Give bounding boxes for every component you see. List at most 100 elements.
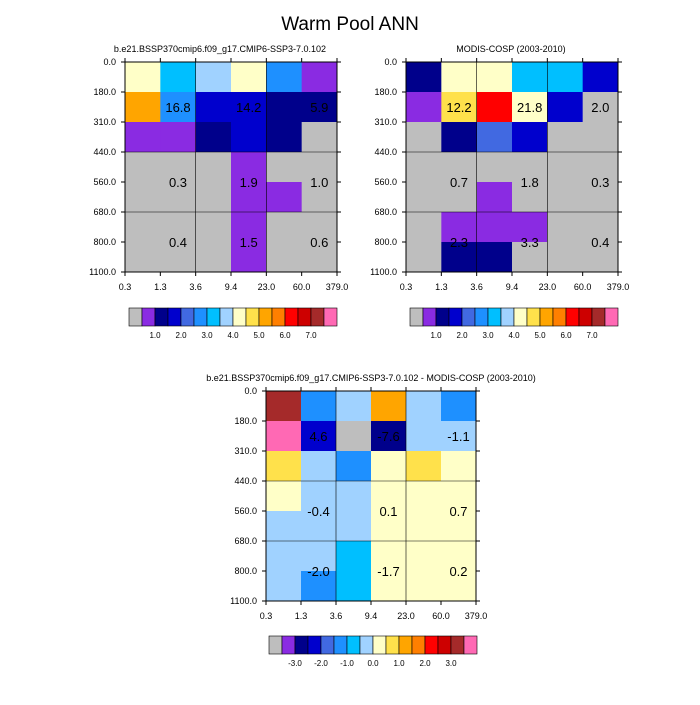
heatmap-cell	[160, 182, 197, 213]
x-tick-label: 3.6	[470, 282, 483, 292]
colorbar-swatch	[448, 307, 463, 327]
colorbar-swatch	[578, 307, 593, 327]
colorbar-swatch	[310, 307, 325, 327]
x-tick-label: 1.3	[154, 282, 167, 292]
colorbar-swatch	[271, 307, 286, 327]
x-tick-label: 0.3	[400, 282, 413, 292]
heatmap-cell	[441, 391, 477, 422]
y-tick-label: 1100.0	[230, 596, 257, 606]
axes-obs: 0.0180.0310.0440.0560.0680.0800.01100.00…	[370, 57, 629, 292]
heatmap-cell	[301, 92, 338, 123]
cell-value-label: 5.9	[310, 100, 328, 115]
cell-labels-obs: 12.2 21.8 2.0 0.7 1.8 0.3 2.3 3.3 0.4	[446, 100, 609, 250]
colorbar-label: 6.0	[560, 331, 572, 340]
colorbar-swatch	[591, 307, 606, 327]
cell-value-label: 21.8	[517, 100, 542, 115]
heatmap-cell	[441, 212, 478, 243]
y-tick-label: 800.0	[234, 566, 257, 576]
heatmap-cell	[582, 212, 619, 243]
colorbar-swatch	[294, 635, 309, 655]
heatmap-grid-diff	[266, 391, 476, 601]
cell-value-label: 14.2	[236, 100, 261, 115]
heatmap-cell	[301, 571, 337, 602]
colorbar-swatch	[526, 307, 541, 327]
colorbar-swatch	[206, 307, 221, 327]
heatmap-cell	[160, 62, 197, 93]
heatmap-cell	[266, 182, 303, 213]
heatmap-cell	[231, 62, 267, 93]
colorbar-label: 2.0	[456, 331, 468, 340]
cell-value-label: 0.1	[379, 504, 397, 519]
heatmap-cell	[336, 511, 372, 542]
colorbar-swatch	[193, 307, 208, 327]
colorbar-swatch	[180, 307, 195, 327]
colorbar-swatch	[141, 307, 156, 327]
heatmap-cell	[371, 481, 407, 512]
y-tick-label: 0.0	[103, 57, 116, 67]
y-tick-label: 800.0	[374, 237, 397, 247]
heatmap-cell	[336, 481, 372, 512]
panel-title-obs: MODIS-COSP (2003-2010)	[456, 44, 565, 54]
cell-value-label: 16.8	[165, 100, 190, 115]
colorbar-label: 1.0	[430, 331, 442, 340]
heatmap-cell	[371, 571, 407, 602]
colorbar-swatch	[219, 307, 234, 327]
heatmap-cell	[160, 212, 197, 243]
heatmap-cell	[371, 391, 407, 422]
x-tick-label: 3.6	[189, 282, 202, 292]
colorbar-label: -3.0	[288, 659, 302, 668]
heatmap-cell	[441, 511, 477, 542]
colorbar-swatch	[372, 635, 387, 655]
colorbar-label: -2.0	[314, 659, 328, 668]
heatmap-cells-model	[125, 62, 338, 273]
heatmap-cell	[476, 92, 513, 123]
axes-model: 0.0180.0310.0440.0560.0680.0800.01100.00…	[89, 57, 348, 292]
heatmap-cell	[406, 391, 442, 422]
heatmap-cell	[476, 152, 513, 183]
heatmap-cell	[160, 122, 197, 153]
cell-value-label: 4.6	[309, 429, 327, 444]
cell-value-label: 12.2	[446, 100, 471, 115]
colorbar-label: 2.0	[175, 331, 187, 340]
x-tick-label: 23.0	[539, 282, 557, 292]
heatmap-cell	[301, 481, 337, 512]
colorbar-swatch	[409, 307, 424, 327]
colorbar-swatch	[323, 307, 338, 327]
y-tick-label: 1100.0	[89, 267, 116, 277]
heatmap-cell	[266, 212, 303, 243]
y-tick-label: 0.0	[384, 57, 397, 67]
colorbar-swatch	[513, 307, 528, 327]
x-tick-label: 9.4	[225, 282, 238, 292]
x-tick-label: 379.0	[465, 611, 488, 621]
colorbar-label: 6.0	[279, 331, 291, 340]
heatmap-cell	[195, 152, 232, 183]
heatmap-cell	[406, 481, 442, 512]
heatmap-cell	[547, 92, 584, 123]
cell-value-label: 1.8	[521, 175, 539, 190]
colorbar-swatch	[232, 307, 247, 327]
colorbar-swatch	[320, 635, 335, 655]
colorbar-label: 3.0	[201, 331, 213, 340]
heatmap-cell	[231, 212, 267, 243]
colorbar-label: 7.0	[305, 331, 317, 340]
heatmap-cell	[125, 212, 161, 243]
heatmap-cell	[441, 571, 477, 602]
heatmap-cell	[371, 541, 407, 572]
heatmap-cell	[266, 451, 302, 482]
cell-value-label: 2.0	[591, 100, 609, 115]
heatmap-cell	[195, 92, 232, 123]
heatmap-cell	[406, 152, 442, 183]
heatmap-cell	[301, 62, 338, 93]
heatmap-cell	[301, 391, 337, 422]
colorbar-swatch	[398, 635, 413, 655]
colorbar-swatch	[487, 307, 502, 327]
heatmap-cell	[547, 122, 584, 153]
heatmap-cell	[125, 182, 161, 213]
heatmap-cell	[441, 451, 477, 482]
heatmap-cell	[195, 62, 232, 93]
heatmap-cell	[231, 242, 267, 273]
heatmap-cell	[301, 182, 338, 213]
heatmap-cell	[441, 242, 478, 273]
heatmap-cell	[195, 122, 232, 153]
colorbar-swatch	[385, 635, 400, 655]
